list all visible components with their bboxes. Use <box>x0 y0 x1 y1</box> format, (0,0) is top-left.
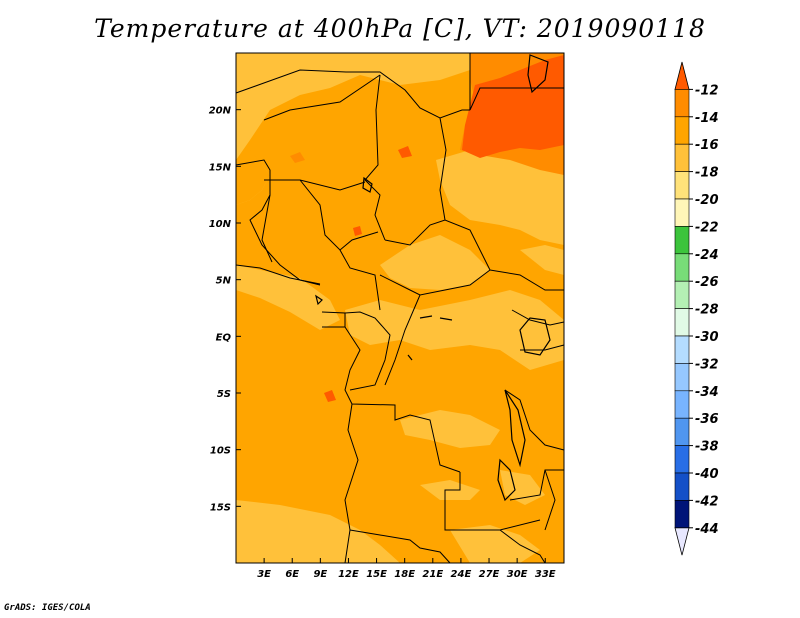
colorbar-label: -24 <box>695 248 719 263</box>
colorbar-swatch <box>674 363 690 392</box>
colorbar-label: -38 <box>695 440 719 455</box>
colorbar-label: -18 <box>695 166 719 181</box>
lat-tick-label: 15S <box>210 502 231 513</box>
lon-tick-label: 12E <box>338 569 359 580</box>
colorbar-label: -22 <box>695 220 719 235</box>
colorbar-label: -30 <box>695 330 719 345</box>
colorbar-swatch <box>674 89 690 118</box>
colorbar-swatch <box>674 198 690 227</box>
latitude-axis: 20N 15N 10N 5N EQ 5S 10S 15S <box>209 106 241 513</box>
lon-tick-label: 15E <box>366 569 387 580</box>
colorbar-label: -42 <box>695 494 719 509</box>
colorbar-label: -40 <box>695 467 719 482</box>
lat-tick-label: 5S <box>217 389 231 400</box>
colorbar-label: -26 <box>695 275 719 290</box>
lat-tick-label: 10N <box>209 219 232 230</box>
lon-tick-label: 27E <box>479 569 500 580</box>
colorbar-label: -44 <box>695 522 719 537</box>
colorbar-swatch <box>674 226 690 255</box>
map-frame <box>235 52 565 564</box>
country-borders <box>235 53 565 564</box>
footer-credit: GrADS: IGES/COLA <box>4 603 91 613</box>
lake-outlines <box>315 54 551 502</box>
colorbar-bottom-arrow <box>674 527 690 556</box>
band-minus18-regions <box>236 53 564 563</box>
lon-tick-label: 21E <box>422 569 443 580</box>
lon-tick-label: 3E <box>257 569 271 580</box>
colorbar-swatch <box>674 472 690 501</box>
colorbar-label: -36 <box>695 412 719 427</box>
band-minus12-regions <box>324 55 564 402</box>
lon-tick-label: 6E <box>285 569 299 580</box>
lon-tick-label: 33E <box>535 569 556 580</box>
lat-tick-label: 20N <box>209 106 232 117</box>
colorbar-swatch <box>674 335 690 364</box>
colorbar-swatch <box>674 308 690 337</box>
colorbar-top-arrow <box>674 61 690 90</box>
colorbar-swatch <box>674 280 690 309</box>
colorbar-swatch <box>674 143 690 172</box>
colorbar-label: -34 <box>695 385 719 400</box>
lat-tick-label: 15N <box>209 162 232 173</box>
longitude-axis: 3E 6E 9E 12E 15E 18E 21E 24E 27E 30E 33E <box>257 558 556 580</box>
lat-tick-label: EQ <box>216 332 232 343</box>
colorbar-swatch <box>674 116 690 145</box>
lon-tick-label: 24E <box>451 569 472 580</box>
lon-tick-label: 9E <box>313 569 327 580</box>
colorbar-label: -14 <box>695 111 719 126</box>
colorbar-swatch <box>674 500 690 529</box>
colorbar-label: -20 <box>695 193 719 208</box>
colorbar-swatch <box>674 417 690 446</box>
map-title: Temperature at 400hPa [C], VT: 201909011… <box>94 14 706 43</box>
colorbar-swatch <box>674 171 690 200</box>
colorbar-swatch <box>674 445 690 474</box>
colorbar-label: -28 <box>695 303 719 318</box>
lon-tick-label: 18E <box>394 569 415 580</box>
colorbar-swatch <box>674 390 690 419</box>
lon-tick-label: 30E <box>507 569 528 580</box>
lat-tick-label: 10S <box>210 446 231 457</box>
lat-tick-label: 5N <box>216 276 232 287</box>
colorbar: -12 -14 -16 -18 -20 -22 -24 -26 -28 -30 -32 -34 -36 -… <box>674 61 719 556</box>
colorbar-label: -32 <box>695 357 719 372</box>
colorbar-swatch <box>674 253 690 282</box>
colorbar-label: -16 <box>695 138 719 153</box>
colorbar-label: -12 <box>695 83 719 98</box>
